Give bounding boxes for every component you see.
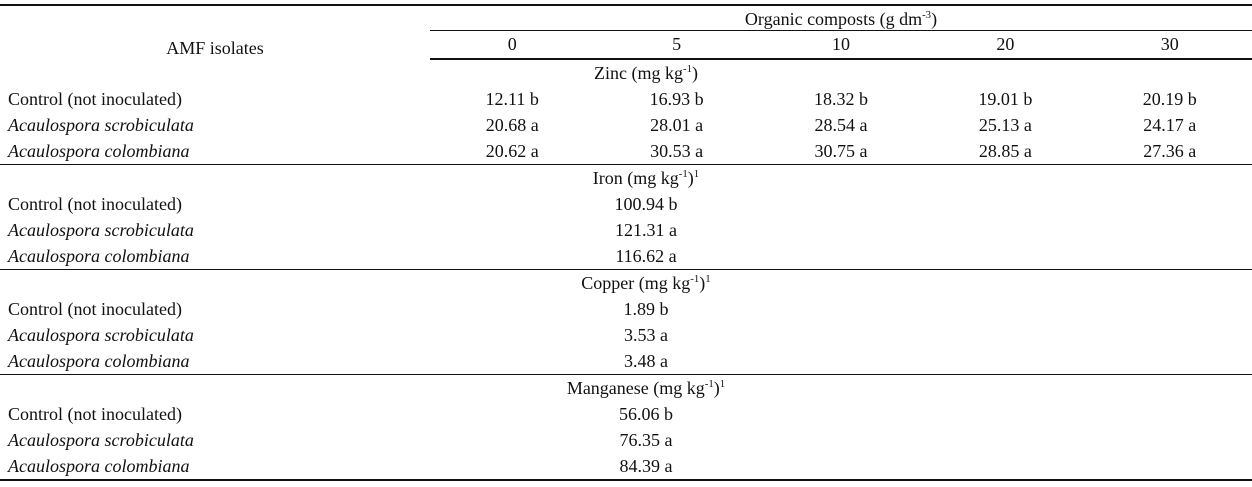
isolate-label: Acaulospora scrobiculata: [8, 429, 194, 450]
dose-col-header-20: 20: [923, 30, 1088, 60]
dose-col-header-0: 0: [430, 30, 595, 60]
section-title-row-iron: Iron (mg kg-1)1: [0, 165, 1252, 192]
copper-value: 3.48 a: [430, 348, 1252, 375]
zinc-value: 30.75 a: [758, 138, 924, 165]
zinc-value: 19.01 b: [978, 88, 1033, 109]
zinc-value: 18.32 b: [813, 88, 868, 109]
isolate-label: Control (not inoculated): [8, 403, 182, 424]
table-row: Acaulospora colombiana 20.62 a 30.53 a 3…: [0, 138, 1252, 165]
dose-col-header-5: 5: [594, 30, 759, 60]
iron-title-text: Iron (mg kg: [592, 167, 679, 188]
table-row: Control (not inoculated) 12.11 b 16.93 b…: [0, 86, 1252, 112]
section-title-row-copper: Copper (mg kg-1)1: [0, 270, 1252, 297]
exponent-superscript: -1: [682, 62, 692, 75]
manganese-value: 76.35 a: [619, 429, 673, 450]
manganese-value: 56.06 b: [619, 403, 673, 424]
section-title-row-zinc: Zinc (mg kg-1): [0, 59, 1252, 86]
section-title-copper: Copper (mg kg-1)1: [0, 270, 1252, 297]
iron-value: 100.94 b: [614, 193, 678, 214]
manganese-title-text: Manganese (mg kg: [566, 377, 705, 398]
footnote-superscript: 1: [693, 167, 700, 180]
footnote-superscript: 1: [719, 377, 726, 390]
exponent-superscript: -1: [678, 167, 688, 180]
footnote-superscript: 1: [705, 272, 711, 285]
copper-title-close: ): [699, 272, 706, 293]
copper-value: 1.89 b: [623, 298, 669, 319]
copper-title-text: Copper (mg kg: [581, 272, 691, 293]
zinc-value: 20.68 a: [485, 114, 539, 135]
organic-composts-close: ): [931, 9, 938, 29]
exponent-superscript: -1: [704, 377, 714, 390]
table-row: Control (not inoculated) 1.89 b: [0, 296, 1252, 322]
zinc-value: 20.62 a: [430, 138, 595, 165]
isolate-label: Acaulospora colombiana: [0, 138, 430, 165]
zinc-value: 27.36 a: [1087, 138, 1252, 165]
zinc-value: 12.11 b: [485, 88, 539, 109]
organic-composts-header: Organic composts (g dm-3): [430, 5, 1252, 31]
exponent-superscript: -1: [690, 272, 700, 285]
isolate-label: Control (not inoculated): [8, 298, 182, 319]
dose-col-header-30: 30: [1087, 30, 1252, 60]
isolate-label: Control (not inoculated): [8, 88, 182, 109]
iron-value: 121.31 a: [615, 219, 677, 240]
section-title-zinc: Zinc (mg kg-1): [0, 59, 1252, 86]
exponent-superscript: -3: [922, 9, 932, 21]
amf-composts-table: AMF isolates Organic composts (g dm-3) 0…: [0, 4, 1252, 481]
table-row: Acaulospora colombiana 116.62 a: [0, 243, 1252, 270]
iron-value: 116.62 a: [430, 243, 1252, 270]
table-row: Control (not inoculated) 100.94 b: [0, 191, 1252, 217]
isolate-label: Control (not inoculated): [8, 193, 182, 214]
table-row: Acaulospora scrobiculata 76.35 a: [0, 427, 1252, 453]
table-row: Acaulospora colombiana 84.39 a: [0, 453, 1252, 480]
isolate-label: Acaulospora colombiana: [8, 455, 190, 476]
isolate-label: Acaulospora colombiana: [0, 348, 430, 375]
table-row: Control (not inoculated) 56.06 b: [0, 401, 1252, 427]
manganese-value: 84.39 a: [619, 455, 673, 476]
section-title-iron: Iron (mg kg-1)1: [0, 165, 1252, 192]
zinc-value: 24.17 a: [1143, 114, 1197, 135]
copper-value: 3.53 a: [624, 324, 668, 345]
section-title-row-manganese: Manganese (mg kg-1)1: [0, 375, 1252, 402]
zinc-value: 28.54 a: [814, 114, 868, 135]
iron-title-close: ): [687, 167, 694, 188]
zinc-value: 28.01 a: [650, 114, 704, 135]
isolate-label: Acaulospora colombiana: [0, 243, 430, 270]
header-row-group: AMF isolates Organic composts (g dm-3): [0, 5, 1252, 58]
manganese-title-close: ): [713, 377, 720, 398]
table-row: Acaulospora colombiana 3.48 a: [0, 348, 1252, 375]
zinc-value: 16.93 b: [649, 88, 704, 109]
isolate-label: Acaulospora scrobiculata: [8, 219, 194, 240]
zinc-value: 25.13 a: [978, 114, 1032, 135]
zinc-value: 30.53 a: [594, 138, 759, 165]
zinc-title-close: ): [691, 62, 698, 83]
header-row-doses: 0 5 10 20 30: [0, 30, 1252, 60]
table-row: Acaulospora scrobiculata 20.68 a 28.01 a…: [0, 112, 1252, 138]
dose-col-header-10: 10: [758, 30, 924, 60]
section-title-manganese: Manganese (mg kg-1)1: [0, 375, 1252, 402]
isolate-label: Acaulospora scrobiculata: [8, 324, 194, 345]
amf-isolates-header: AMF isolates: [166, 38, 264, 58]
isolate-label: Acaulospora scrobiculata: [8, 114, 194, 135]
organic-composts-label: Organic composts (g dm: [744, 9, 923, 29]
zinc-title-text: Zinc (mg kg: [594, 62, 683, 83]
zinc-value: 28.85 a: [923, 138, 1088, 165]
table-row: Acaulospora scrobiculata 121.31 a: [0, 217, 1252, 243]
table-row: Acaulospora scrobiculata 3.53 a: [0, 322, 1252, 348]
zinc-value: 20.19 b: [1142, 88, 1197, 109]
